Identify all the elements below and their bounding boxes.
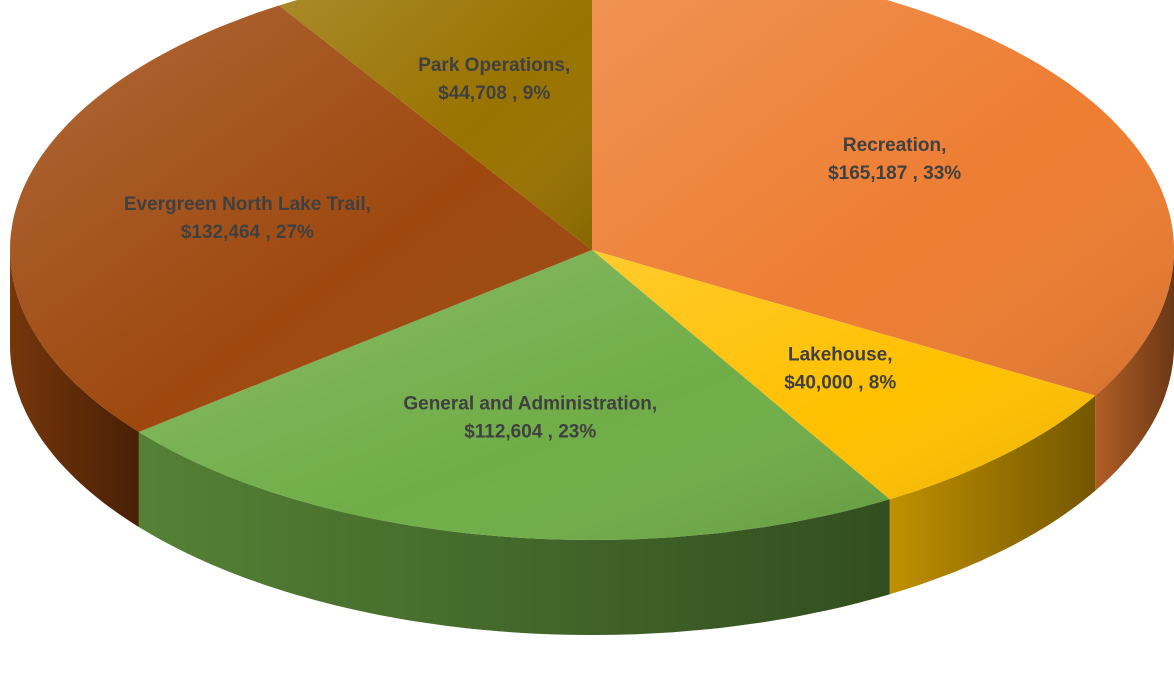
slice-shine bbox=[592, 0, 1174, 396]
data-label: $40,000 , 8% bbox=[784, 372, 896, 393]
data-label: General and Administration, bbox=[403, 393, 657, 414]
label-percent: 27% bbox=[276, 222, 314, 243]
label-separator: , bbox=[366, 194, 371, 215]
data-label: $165,187 , 33% bbox=[828, 163, 961, 184]
label-value: $132,464 bbox=[181, 222, 261, 243]
label-separator: , bbox=[652, 393, 657, 414]
label-value: $44,708 bbox=[438, 83, 507, 104]
label-separator: , bbox=[853, 372, 869, 393]
data-labels: Recreation,$165,187 , 33%Lakehouse,$40,0… bbox=[124, 55, 961, 442]
slice-shine bbox=[592, 250, 1096, 500]
label-percent: 8% bbox=[869, 372, 897, 393]
data-label: $44,708 , 9% bbox=[438, 83, 550, 104]
label-separator: , bbox=[507, 83, 523, 104]
label-name: Recreation bbox=[843, 135, 941, 156]
label-name: Park Operations bbox=[418, 55, 565, 76]
slice-shine bbox=[279, 0, 592, 250]
label-name: Evergreen North Lake Trail bbox=[124, 194, 366, 215]
label-separator: , bbox=[907, 163, 923, 184]
slice-shine bbox=[10, 5, 592, 432]
label-percent: 9% bbox=[523, 83, 551, 104]
slice-side-shade bbox=[138, 432, 890, 635]
label-separator: , bbox=[260, 222, 276, 243]
label-value: $40,000 bbox=[784, 372, 853, 393]
label-separator: , bbox=[565, 55, 570, 76]
label-name: General and Administration bbox=[403, 393, 651, 414]
pie-sides bbox=[10, 250, 1174, 635]
label-name: Lakehouse bbox=[788, 344, 887, 365]
data-label: Evergreen North Lake Trail, bbox=[124, 194, 371, 215]
data-label: Recreation, bbox=[843, 135, 946, 156]
slice-side-shade bbox=[889, 395, 1096, 595]
slice-side-shade bbox=[1095, 250, 1174, 491]
slice-shine bbox=[138, 250, 890, 540]
label-percent: 33% bbox=[923, 163, 961, 184]
slice-side-shade bbox=[10, 250, 139, 527]
label-separator: , bbox=[941, 135, 946, 156]
label-value: $112,604 bbox=[464, 421, 543, 442]
label-separator: , bbox=[542, 421, 558, 442]
data-label: Park Operations, bbox=[418, 55, 570, 76]
data-label: $132,464 , 27% bbox=[181, 222, 314, 243]
label-percent: 23% bbox=[558, 421, 596, 442]
pie-tops bbox=[10, 0, 1174, 540]
label-value: $165,187 bbox=[828, 163, 907, 184]
label-separator: , bbox=[887, 344, 892, 365]
data-label: Lakehouse, bbox=[788, 344, 893, 365]
data-label: $112,604 , 23% bbox=[464, 421, 596, 442]
